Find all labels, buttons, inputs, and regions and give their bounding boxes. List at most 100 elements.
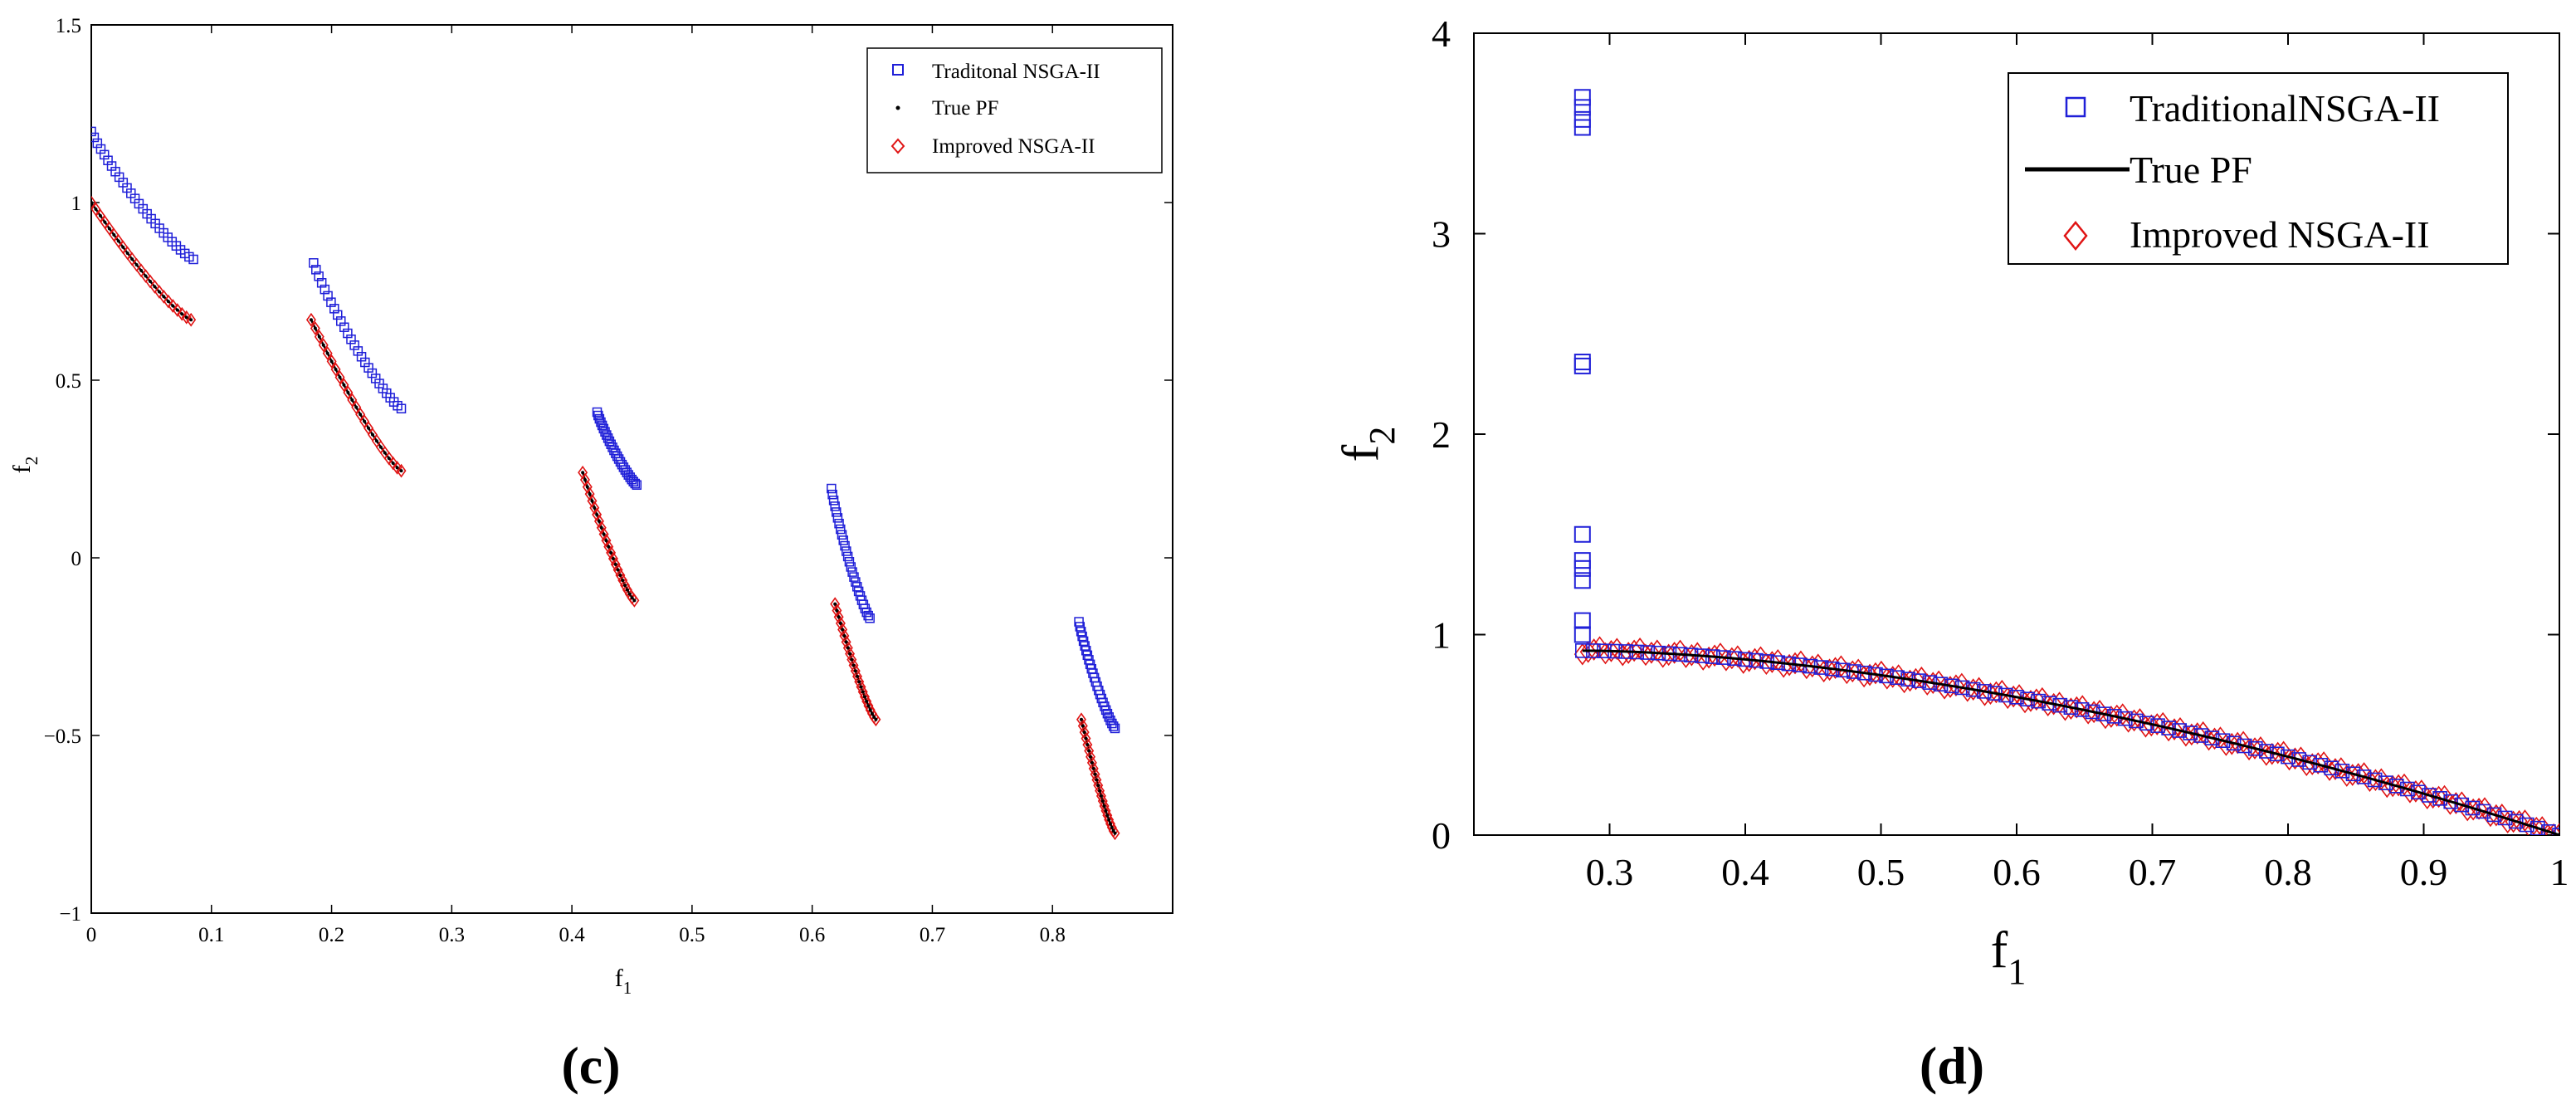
true-pf-point <box>861 690 865 694</box>
improved-point <box>857 685 868 699</box>
true-pf-point <box>359 413 363 417</box>
true-pf-point <box>593 506 597 510</box>
improved-point <box>856 680 866 694</box>
traditional-outlier-point <box>1573 99 1591 116</box>
traditional-point <box>335 316 346 326</box>
traditional-point <box>309 258 319 268</box>
improved-point <box>2166 718 2183 740</box>
true-pf-point <box>1089 755 1093 759</box>
traditional-point <box>603 433 613 443</box>
traditional-point <box>1107 718 1117 729</box>
traditional-point <box>622 467 632 477</box>
true-pf-point <box>374 439 378 443</box>
true-pf-point <box>153 285 157 289</box>
true-pf-point <box>1086 743 1090 747</box>
traditional-point <box>836 524 846 535</box>
true-pf-point <box>616 568 620 572</box>
improved-point <box>2447 792 2465 814</box>
improved-point <box>91 195 96 210</box>
traditional-point <box>615 457 626 467</box>
traditional-point <box>604 436 615 447</box>
traditional-point <box>597 420 607 431</box>
traditional-point <box>849 572 859 582</box>
true-pf-point <box>112 232 116 237</box>
true-pf-point <box>1113 831 1117 835</box>
improved-point <box>842 641 853 655</box>
true-pf-point <box>630 596 634 600</box>
true-pf-point <box>98 213 102 217</box>
traditional-point <box>2378 775 2393 790</box>
improved-point <box>310 321 320 335</box>
true-pf-point <box>856 674 860 678</box>
legend-c-label-traditional: Traditonal NSGA-II <box>932 61 1100 83</box>
true-pf-point <box>597 519 601 523</box>
chart-d-marks <box>1573 89 2559 835</box>
traditional-point <box>612 451 622 462</box>
traditional-point <box>865 613 875 623</box>
improved-point <box>334 370 345 384</box>
true-pf-point <box>627 592 632 596</box>
true-pf-point <box>1108 822 1112 826</box>
improved-point <box>2471 798 2488 820</box>
traditional-point <box>617 459 627 470</box>
traditional-point <box>326 297 336 307</box>
true-pf-point <box>857 680 861 684</box>
traditional-point <box>2150 718 2165 733</box>
traditional-point <box>840 540 850 551</box>
improved-point <box>343 385 354 400</box>
improved-point <box>1106 820 1117 835</box>
true-pf-point <box>833 602 837 606</box>
true-pf-point <box>1081 724 1085 728</box>
traditional-point <box>630 478 641 489</box>
true-pf-point <box>130 257 134 261</box>
true-pf-point <box>865 699 869 703</box>
improved-point <box>1947 674 1964 697</box>
true-pf-point <box>632 599 637 603</box>
true-pf-point <box>1084 736 1088 740</box>
traditional-point <box>2530 820 2545 835</box>
traditional-point <box>834 518 844 529</box>
true-pf-point <box>621 579 625 583</box>
improved-point <box>1099 799 1110 814</box>
chart-c-y-ticks: −1 −0.5 0 0.5 1 1.5 <box>44 15 1173 926</box>
true-pf-point <box>180 312 184 316</box>
y-tick-label: −1 <box>59 903 81 926</box>
traditional-point <box>2334 763 2350 779</box>
true-pf-point <box>613 562 617 566</box>
improved-point <box>2551 823 2559 835</box>
improved-point <box>601 533 612 548</box>
improved-point <box>584 486 595 501</box>
improved-point <box>852 669 863 684</box>
true-pf-point <box>144 274 148 278</box>
traditional-point <box>837 530 847 540</box>
traditional-point <box>2400 781 2415 797</box>
traditional-point <box>2541 824 2556 835</box>
traditional-point <box>2095 706 2111 721</box>
chart-c-ylabel: f2 <box>8 457 41 474</box>
improved-point <box>848 658 859 672</box>
improved-point <box>1097 794 1108 809</box>
traditional-point <box>851 577 861 587</box>
true-pf-point <box>103 220 107 224</box>
traditional-outlier-point <box>1573 626 1591 643</box>
legend-c-label-truepf: True PF <box>932 97 998 120</box>
improved-point <box>322 346 333 360</box>
improved-point <box>1642 641 1660 664</box>
true-pf-point <box>334 367 338 371</box>
x-tick-label: 0.6 <box>799 924 825 946</box>
traditional-point <box>2302 755 2317 770</box>
y-tick-label: 0 <box>71 548 82 570</box>
traditional-point <box>842 546 851 556</box>
traditional-point <box>2476 804 2491 819</box>
improved-point <box>579 472 590 487</box>
true-pf-point <box>599 525 603 530</box>
traditional-point <box>339 322 349 332</box>
improved-point <box>835 616 846 631</box>
true-pf-point <box>350 398 354 402</box>
improved-point <box>617 573 628 588</box>
improved-point <box>1925 672 1942 695</box>
traditional-point <box>188 254 198 265</box>
improved-point <box>589 501 600 515</box>
improved-point <box>2068 696 2086 719</box>
true-pf-point <box>846 646 850 650</box>
